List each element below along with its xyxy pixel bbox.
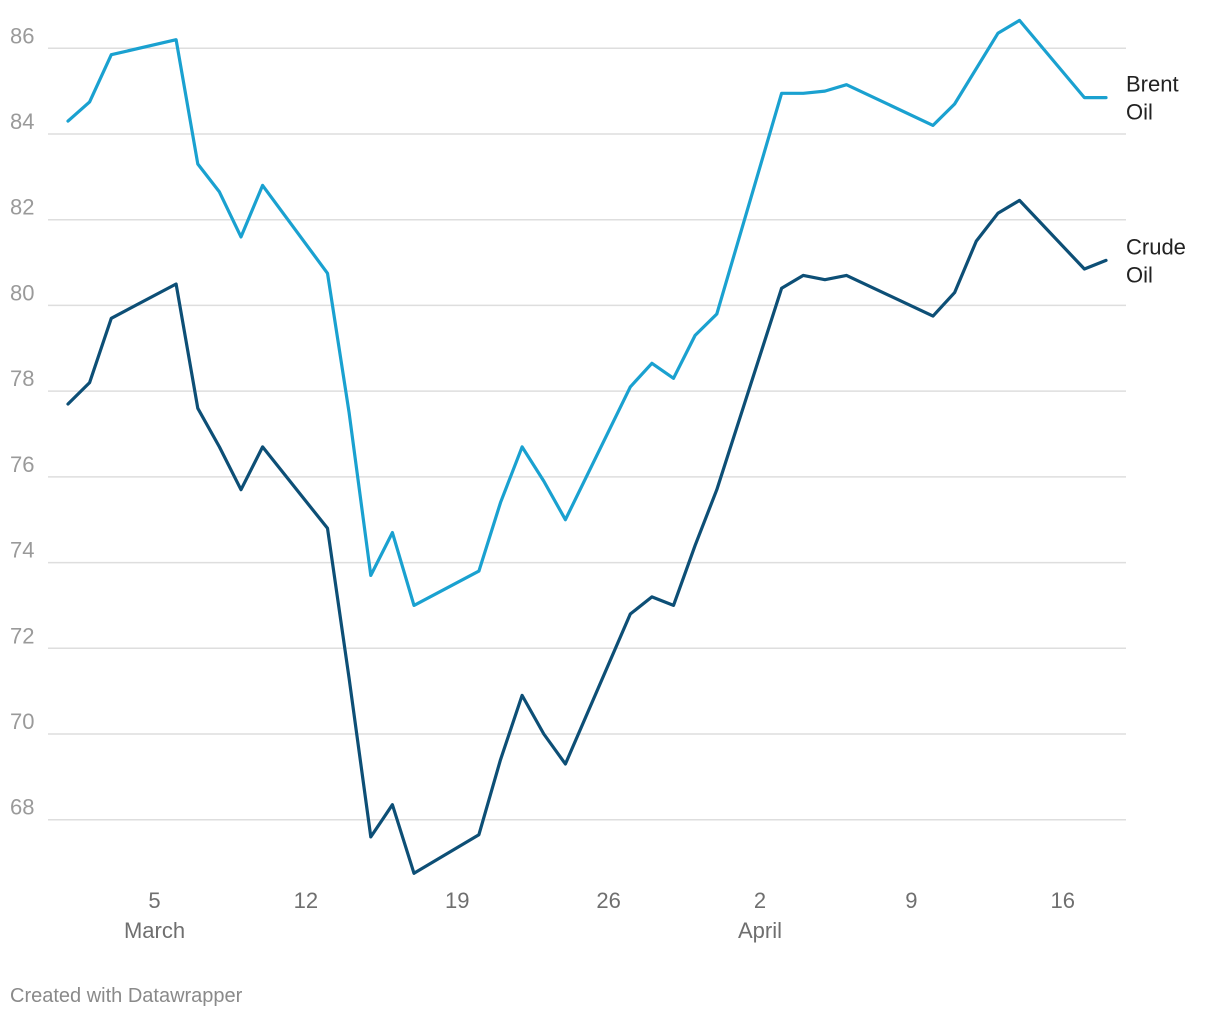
series-label: Crude Oil bbox=[1126, 234, 1186, 287]
series-line bbox=[66, 198, 1108, 875]
series-label-line: Crude bbox=[1126, 234, 1186, 259]
y-tick-label: 82 bbox=[10, 195, 34, 220]
y-tick-label: 68 bbox=[10, 795, 34, 820]
x-tick-label: 12 bbox=[294, 888, 318, 913]
y-tick-label: 86 bbox=[10, 23, 34, 48]
x-tick-label: 2 bbox=[754, 888, 766, 913]
y-axis-tick-labels: 68 70 72 74 76 78 80 82 84 86 bbox=[10, 23, 34, 819]
series-line bbox=[66, 18, 1108, 608]
x-tick-label: 26 bbox=[596, 888, 620, 913]
y-tick-label: 78 bbox=[10, 366, 34, 391]
y-tick-label: 76 bbox=[10, 452, 34, 477]
x-tick-label: 5 bbox=[148, 888, 160, 913]
x-month-label: March bbox=[124, 918, 185, 943]
gridlines bbox=[48, 47, 1126, 821]
y-tick-label: 72 bbox=[10, 623, 34, 648]
series-label-line: Oil bbox=[1126, 100, 1153, 125]
x-axis-tick-labels: 5 March 12 19 26 2 April 9 16 bbox=[124, 888, 1075, 943]
x-tick-label: 9 bbox=[905, 888, 917, 913]
y-tick-label: 80 bbox=[10, 280, 34, 305]
series-lines bbox=[66, 18, 1108, 875]
series-label-line: Oil bbox=[1126, 262, 1153, 287]
series-label: Brent Oil bbox=[1126, 72, 1179, 125]
datawrapper-credit: Created with Datawrapper bbox=[10, 985, 243, 1007]
y-tick-label: 84 bbox=[10, 109, 34, 134]
series-label-line: Brent bbox=[1126, 72, 1179, 97]
y-tick-label: 74 bbox=[10, 538, 34, 563]
x-tick-label: 19 bbox=[445, 888, 469, 913]
x-month-label: April bbox=[738, 918, 782, 943]
x-tick-label: 16 bbox=[1051, 888, 1075, 913]
series-labels: Brent Oil Crude Oil bbox=[1126, 72, 1186, 288]
y-tick-label: 70 bbox=[10, 709, 34, 734]
